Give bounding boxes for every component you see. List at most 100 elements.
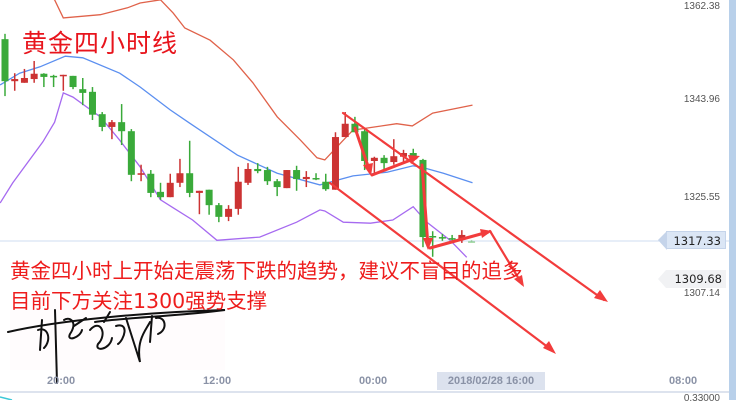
candle-body: [215, 205, 223, 217]
candle: [283, 170, 291, 189]
candle: [438, 233, 446, 241]
candle: [254, 163, 262, 174]
candle: [69, 75, 77, 90]
chart-annotation-title: 黄金四小时线: [22, 29, 179, 58]
candle: [137, 164, 145, 182]
lower-band-line: [0, 92, 468, 258]
candle-body: [312, 178, 320, 180]
candle: [322, 173, 330, 191]
candle: [127, 129, 135, 182]
candle-body: [234, 181, 242, 209]
candle-body: [429, 236, 437, 238]
candle-body: [322, 181, 330, 190]
candle-body: [50, 75, 58, 78]
candle-body: [468, 241, 476, 243]
candle: [98, 112, 106, 132]
candle-body: [254, 168, 262, 172]
candle: [166, 173, 174, 198]
candle-body: [69, 75, 77, 88]
candle-body: [40, 73, 48, 77]
candle: [176, 158, 184, 188]
candle: [195, 190, 203, 215]
y-tick-label: 1325.55: [683, 192, 720, 203]
y-tick-label: 1362.38: [683, 1, 720, 12]
candle: [341, 112, 349, 138]
arrow-up-2: [428, 230, 490, 250]
candle: [79, 77, 87, 106]
candle: [30, 60, 38, 83]
x-tick-label: 20:00: [47, 375, 76, 387]
candle: [118, 104, 126, 146]
upper-band-line: [53, 0, 473, 161]
candle-body: [30, 73, 38, 80]
candle-body: [273, 181, 281, 188]
candle-body: [409, 153, 417, 157]
candle: [429, 231, 437, 257]
trend-line-lower: [328, 181, 555, 353]
candle-body: [118, 122, 126, 132]
candle-body: [448, 238, 456, 240]
candle-body: [244, 168, 252, 183]
candle: [302, 171, 310, 188]
y-tick-label: 1343.96: [683, 94, 720, 105]
candle-body: [127, 131, 135, 175]
candle-body: [176, 173, 184, 183]
candle: [458, 230, 466, 243]
signature-image: [7, 309, 226, 384]
arrow-projection: [488, 229, 524, 286]
candles: [1, 33, 476, 257]
y-tick-label: 1307.14: [683, 288, 720, 299]
candle: [147, 170, 155, 198]
arrowhead: [423, 238, 433, 250]
candle: [59, 74, 67, 91]
current-price-tag: 1317.33: [658, 231, 726, 250]
candle: [468, 240, 476, 243]
price-scale-scrollbar[interactable]: [729, 0, 736, 400]
arrowhead: [514, 275, 524, 287]
candle-body: [205, 189, 213, 206]
candle-body: [225, 208, 233, 217]
candle-body: [186, 173, 194, 193]
candle-body: [400, 153, 408, 157]
candle-body: [147, 173, 155, 193]
candle: [11, 73, 19, 91]
candle: [361, 129, 369, 171]
candle-body: [157, 191, 165, 198]
candle-body: [390, 156, 398, 163]
candle: [88, 87, 96, 121]
candle: [1, 33, 9, 97]
candle-body: [293, 170, 301, 180]
candle: [244, 163, 252, 185]
candle-body: [283, 170, 291, 189]
arrowhead: [480, 229, 492, 238]
candle-body: [1, 39, 9, 82]
candle-body: [79, 89, 87, 93]
candle-body: [137, 173, 145, 175]
x-tick-label: 00:00: [359, 375, 388, 387]
candle: [331, 132, 339, 190]
arrowhead: [408, 155, 420, 164]
candle: [215, 203, 223, 223]
candle: [108, 120, 116, 140]
candle-body: [341, 123, 349, 138]
trend-line-upper: [341, 111, 606, 302]
candle-body: [166, 182, 174, 198]
arrowhead: [594, 290, 608, 302]
marker-price-tag: 1309.68: [658, 270, 726, 288]
candle-body: [361, 131, 369, 161]
candle: [50, 74, 58, 88]
candle: [293, 165, 301, 191]
trend-annotations: [328, 111, 608, 354]
crosshair-time-label: 2018/02/28 16:00: [437, 372, 545, 390]
candle: [157, 182, 165, 200]
candle: [186, 140, 194, 198]
candle-body: [20, 77, 28, 83]
sub-panel-tick: 0.33000: [683, 393, 720, 404]
candle-body: [59, 74, 67, 77]
candle-body: [331, 137, 339, 190]
analysis-text-line-1: 黄金四小时上开始走震荡下跌的趋势，建议不盲目的追多: [10, 259, 523, 283]
candle-body: [263, 170, 271, 182]
candle: [380, 155, 388, 169]
candle-body: [458, 234, 466, 240]
